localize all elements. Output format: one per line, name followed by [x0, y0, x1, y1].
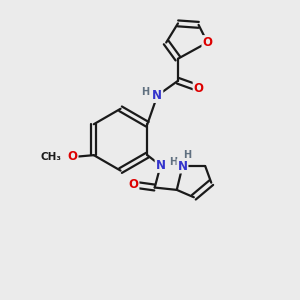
Text: N: N — [156, 159, 166, 172]
Text: N: N — [152, 89, 162, 102]
Text: H: H — [183, 150, 191, 160]
Text: H: H — [169, 157, 177, 167]
Text: O: O — [202, 36, 212, 49]
Text: H: H — [141, 87, 149, 97]
Text: N: N — [178, 160, 188, 172]
Text: O: O — [128, 178, 139, 191]
Text: O: O — [68, 150, 78, 163]
Text: CH₃: CH₃ — [41, 152, 62, 162]
Text: O: O — [194, 82, 204, 95]
